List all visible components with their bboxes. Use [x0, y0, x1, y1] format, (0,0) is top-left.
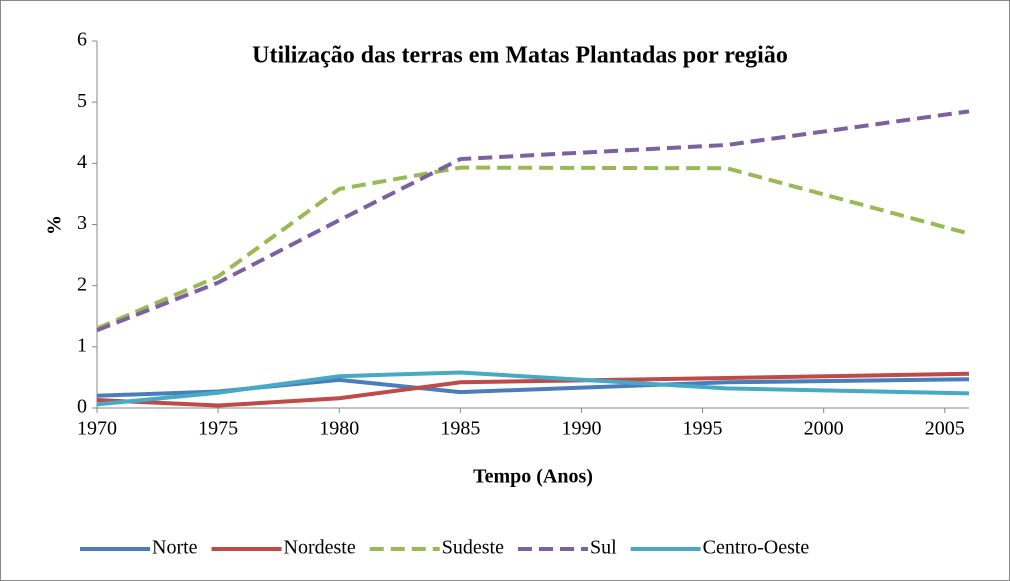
x-tick-label: 1985 [440, 418, 480, 440]
x-tick-label: 1990 [561, 418, 601, 440]
y-axis-label: % [44, 215, 66, 235]
legend-label: Sul [590, 537, 617, 559]
legend-label: Nordeste [284, 537, 356, 559]
series-line [96, 109, 970, 333]
x-tick-label: 2005 [925, 418, 965, 440]
x-tick-label: 1995 [683, 418, 723, 440]
x-tick-label: 1975 [198, 418, 238, 440]
x-tick-label: 1980 [319, 418, 359, 440]
y-tick-label: 6 [77, 29, 87, 51]
x-tick-label: 2000 [804, 418, 844, 440]
x-tick-label: 1970 [77, 418, 117, 440]
legend-label: Norte [152, 537, 198, 559]
y-tick-label: 0 [77, 396, 87, 418]
legend-label: Sudeste [442, 537, 504, 559]
y-tick-label: 2 [77, 273, 87, 295]
series-line [96, 377, 970, 398]
series-line [96, 165, 970, 331]
x-axis-label: Tempo (Anos) [473, 466, 593, 488]
y-tick-label: 1 [77, 334, 87, 356]
y-tick-label: 4 [77, 151, 87, 173]
series-line [96, 370, 970, 407]
series-line [96, 371, 970, 408]
y-tick-label: 5 [77, 90, 87, 112]
legend-label: Centro-Oeste [703, 537, 810, 559]
y-tick-label: 3 [77, 212, 87, 234]
chart-title: Utilização das terras em Matas Plantadas… [252, 43, 788, 69]
